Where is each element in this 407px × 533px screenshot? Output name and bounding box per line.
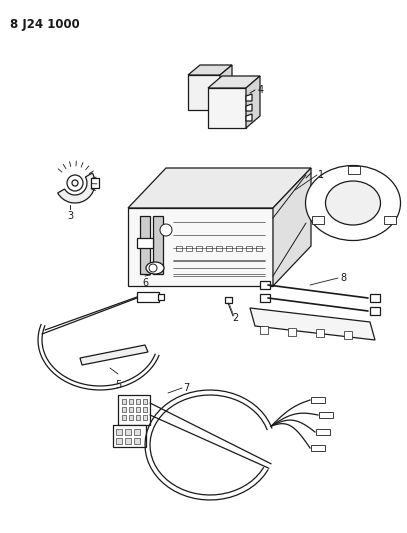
Bar <box>316 429 330 435</box>
Text: 3: 3 <box>67 211 73 221</box>
Polygon shape <box>128 168 311 208</box>
Polygon shape <box>246 114 252 121</box>
Polygon shape <box>220 90 225 96</box>
Bar <box>134 429 140 435</box>
Bar <box>143 415 147 420</box>
Polygon shape <box>118 395 150 425</box>
Bar <box>344 330 352 338</box>
Polygon shape <box>188 75 220 110</box>
Polygon shape <box>80 345 148 365</box>
Bar <box>316 329 324 337</box>
Bar <box>311 445 325 451</box>
Text: 5: 5 <box>115 380 121 390</box>
Bar <box>91 178 99 188</box>
Polygon shape <box>246 104 252 111</box>
Bar <box>137 292 159 302</box>
Bar <box>134 438 140 444</box>
Circle shape <box>149 264 157 272</box>
Polygon shape <box>188 65 232 75</box>
Polygon shape <box>246 76 260 128</box>
Bar <box>216 246 222 251</box>
Bar <box>143 399 147 404</box>
Bar <box>153 216 163 274</box>
Bar <box>370 307 380 315</box>
Bar <box>129 407 133 412</box>
Text: 7: 7 <box>183 383 189 393</box>
Bar <box>176 246 182 251</box>
Circle shape <box>67 175 83 191</box>
Bar <box>140 216 150 274</box>
Text: 8 J24 1000: 8 J24 1000 <box>10 18 80 31</box>
Bar <box>136 399 140 404</box>
Text: 8: 8 <box>340 273 346 283</box>
Bar <box>246 246 252 251</box>
Bar <box>158 294 164 300</box>
Bar <box>384 215 396 223</box>
Bar <box>225 297 232 303</box>
Text: 6: 6 <box>142 278 148 288</box>
Circle shape <box>160 224 172 236</box>
Bar <box>125 438 131 444</box>
Ellipse shape <box>326 181 381 225</box>
Bar <box>206 246 212 251</box>
Polygon shape <box>128 208 273 286</box>
Bar <box>311 397 325 403</box>
Wedge shape <box>58 173 95 203</box>
Bar <box>260 294 270 302</box>
Polygon shape <box>273 168 311 286</box>
Bar <box>122 415 126 420</box>
Polygon shape <box>250 308 375 340</box>
Ellipse shape <box>146 262 164 274</box>
Bar <box>129 399 133 404</box>
Polygon shape <box>208 76 260 88</box>
Text: 2: 2 <box>232 313 238 323</box>
Bar <box>319 412 333 418</box>
Polygon shape <box>113 425 146 447</box>
Polygon shape <box>220 81 225 87</box>
Bar <box>312 215 324 223</box>
Bar <box>143 407 147 412</box>
Bar <box>122 399 126 404</box>
Bar <box>186 246 192 251</box>
Bar <box>129 415 133 420</box>
Bar <box>236 246 242 251</box>
Bar <box>288 327 296 335</box>
Polygon shape <box>220 65 232 110</box>
Bar <box>116 429 122 435</box>
Bar <box>116 438 122 444</box>
Polygon shape <box>208 88 246 128</box>
Bar <box>260 281 270 289</box>
Ellipse shape <box>306 166 400 240</box>
Bar <box>370 294 380 302</box>
Bar <box>136 415 140 420</box>
Bar <box>256 246 262 251</box>
Text: 4: 4 <box>258 85 264 95</box>
Bar <box>348 166 360 174</box>
Bar <box>122 407 126 412</box>
Polygon shape <box>220 99 225 105</box>
Bar <box>136 407 140 412</box>
Bar <box>137 238 153 248</box>
Circle shape <box>72 180 78 186</box>
Polygon shape <box>246 94 252 101</box>
Text: 1: 1 <box>318 170 324 180</box>
Bar <box>226 246 232 251</box>
Bar <box>260 326 268 334</box>
Bar <box>125 429 131 435</box>
Bar <box>196 246 202 251</box>
